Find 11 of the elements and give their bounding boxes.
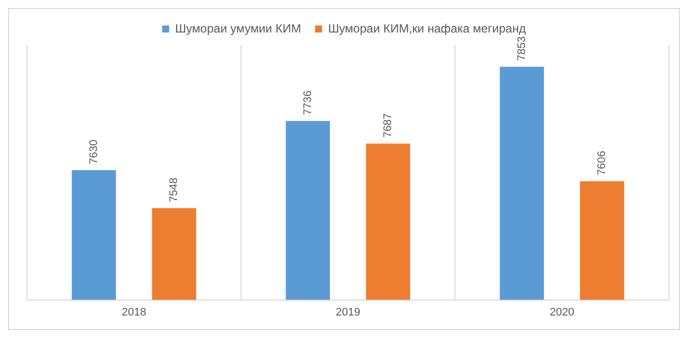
data-label: 7687 bbox=[382, 113, 394, 138]
legend-label: Шумораи умумии КИМ bbox=[175, 21, 302, 36]
legend-label: Шумораи КИМ,ки нафака мегиранд bbox=[328, 21, 526, 36]
data-label: 7736 bbox=[302, 90, 314, 115]
x-tick-label: 2020 bbox=[550, 306, 574, 318]
x-tick-label: 2018 bbox=[122, 306, 146, 318]
data-label: 7630 bbox=[88, 140, 100, 164]
data-label: 7548 bbox=[168, 178, 180, 202]
data-label: 7606 bbox=[596, 150, 608, 176]
x-tick-label: 2019 bbox=[336, 306, 360, 318]
data-label: 7853 bbox=[516, 36, 528, 61]
